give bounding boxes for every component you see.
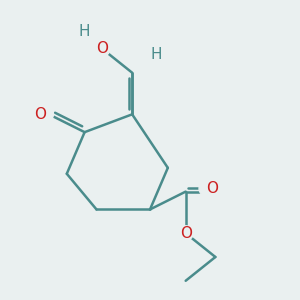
Text: O: O	[206, 181, 218, 196]
Circle shape	[148, 47, 164, 62]
Text: O: O	[34, 107, 46, 122]
Text: H: H	[150, 47, 162, 62]
Text: O: O	[180, 226, 192, 241]
Circle shape	[199, 181, 214, 196]
Text: H: H	[79, 24, 90, 39]
Circle shape	[178, 226, 193, 241]
Circle shape	[95, 41, 110, 56]
Circle shape	[38, 107, 53, 122]
Text: O: O	[96, 41, 108, 56]
Circle shape	[77, 24, 92, 38]
